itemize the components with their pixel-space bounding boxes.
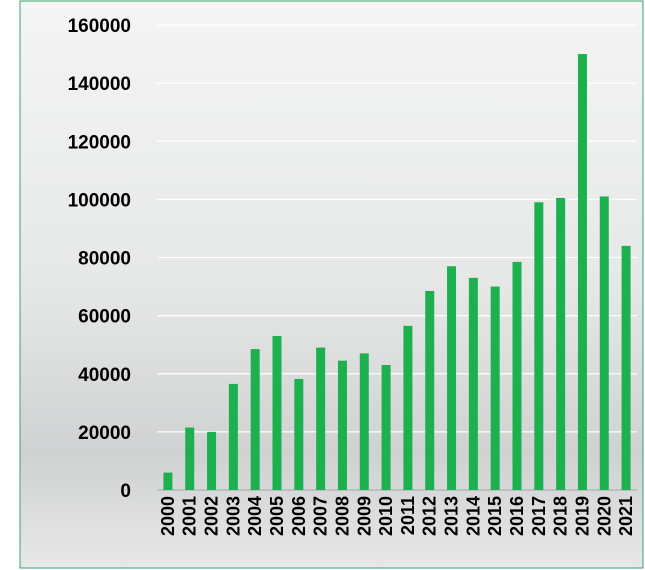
x-tick-label: 2011 [398,496,418,535]
x-tick-label: 2004 [245,496,265,536]
x-tick-label: 2009 [354,496,374,536]
x-tick-label: 2010 [376,496,396,536]
bar [577,54,587,490]
x-tick-label: 2003 [223,496,243,536]
bar [425,290,435,490]
x-tick-label: 2021 [616,496,636,536]
bar [163,472,173,490]
bar [403,325,413,490]
x-tick-label: 2001 [180,496,200,536]
x-tick-label: 2007 [311,496,331,536]
y-tick-label: 80000 [78,249,131,270]
bar [337,360,347,490]
y-tick-label: 100000 [68,190,131,211]
bar [316,347,326,490]
bar [250,349,260,490]
bar [207,431,217,490]
x-tick-label: 2006 [289,496,309,536]
x-tick-label: 2015 [485,496,505,536]
y-tick-label: 20000 [78,423,131,444]
bar [185,427,195,490]
bar [599,196,609,490]
x-tick-label: 2005 [267,496,287,536]
y-tick-label: 140000 [68,74,131,95]
bar [468,277,478,490]
y-tick-label: 40000 [78,365,131,386]
bar [490,286,500,490]
y-tick-label: 60000 [78,307,131,328]
bar [534,202,544,490]
bar [359,353,369,490]
x-tick-label: 2000 [158,496,178,536]
x-tick-label: 2008 [332,496,352,536]
x-tick-label: 2002 [202,496,222,536]
bar [512,261,522,490]
y-tick-label: 160000 [68,16,131,37]
y-tick-label: 120000 [68,132,131,153]
x-tick-label: 2014 [463,496,483,536]
x-tick-label: 2012 [420,496,440,536]
y-tick-label: 0 [120,481,131,502]
bar [381,365,391,490]
bar [556,197,566,490]
x-tick-label: 2016 [507,496,527,536]
x-tick-label: 2020 [594,496,614,536]
bar [228,383,238,490]
bar [621,245,631,490]
bar [294,378,304,490]
bar [447,266,457,490]
x-tick-label: 2018 [551,496,571,536]
x-tick-label: 2017 [529,496,549,536]
x-tick-label: 2013 [442,496,462,536]
x-tick-label: 2019 [572,496,592,536]
bar [272,335,282,490]
